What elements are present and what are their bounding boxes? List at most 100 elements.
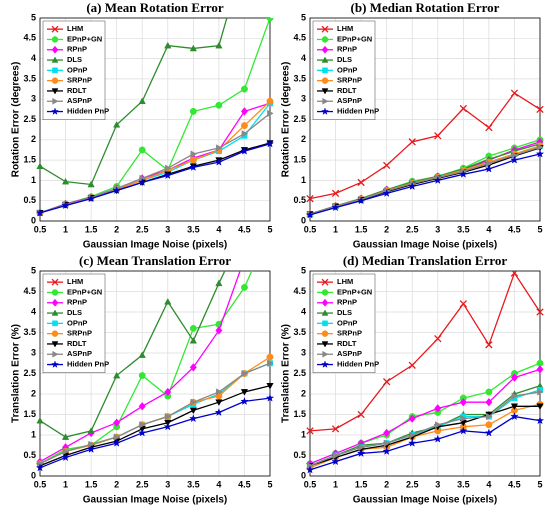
series-line: [309, 405, 540, 467]
y-tick-label: 4: [301, 306, 306, 316]
data-point: [190, 398, 198, 406]
legend-marker: [52, 67, 58, 74]
data-point: [240, 85, 248, 93]
data-point: [164, 164, 172, 172]
x-tick-label: 3.5: [187, 479, 200, 489]
x-axis-label: Gaussian Image Noise (pixels): [353, 495, 498, 506]
legend-label: ASPnP: [337, 96, 362, 105]
y-tick-label: 2.5: [23, 114, 36, 124]
data-point: [510, 155, 519, 164]
data-point: [306, 427, 314, 435]
y-tick-label: 5: [31, 12, 36, 22]
data-point: [305, 465, 315, 474]
y-tick-label: 4.5: [293, 286, 306, 296]
y-axis-label: Translation Error (%): [281, 324, 292, 423]
legend-label: OPnP: [67, 318, 87, 327]
data-point: [35, 463, 45, 472]
x-axis-label: Gaussian Image Noise (pixels): [353, 240, 498, 251]
y-tick-label: 1.5: [23, 409, 36, 419]
x-tick-label: 1.5: [85, 479, 98, 489]
axes-frame: [39, 270, 271, 477]
legend-marker: [52, 350, 59, 358]
data-point: [138, 146, 146, 154]
data-point: [137, 177, 147, 187]
data-point: [383, 378, 391, 386]
data-point: [408, 361, 416, 369]
legend-marker: [51, 278, 59, 286]
data-point: [357, 410, 365, 419]
y-tick-label: 0: [301, 470, 306, 480]
y-tick-label: 4: [301, 53, 306, 63]
legend-marker: [321, 278, 329, 286]
data-point: [267, 109, 274, 118]
data-point: [87, 180, 95, 188]
data-point: [240, 122, 248, 129]
series-line: [309, 92, 541, 200]
data-point: [407, 438, 417, 447]
data-point: [485, 397, 493, 407]
series-line: [39, 362, 271, 465]
data-point: [510, 403, 519, 411]
data-point: [61, 433, 70, 440]
series-line: [39, 271, 241, 463]
x-tick-label: 4.5: [508, 479, 521, 489]
data-point: [240, 284, 248, 291]
data-point: [536, 359, 544, 367]
data-point: [265, 393, 275, 402]
x-tick-label: 1: [63, 224, 68, 234]
data-point: [61, 453, 70, 462]
series-group: [305, 271, 545, 474]
legend-label: DLS: [67, 55, 82, 64]
data-point: [189, 156, 197, 164]
data-point: [510, 407, 518, 414]
data-point: [189, 336, 197, 344]
data-point: [216, 388, 223, 396]
legend-label: LHM: [67, 24, 83, 33]
legend-label: EPnP+GN: [67, 34, 102, 43]
legend-label: ASPnP: [67, 96, 92, 105]
x-tick-label: 5: [267, 479, 272, 489]
x-tick-label: 3.5: [457, 479, 470, 489]
y-tick-label: 4.5: [293, 33, 306, 43]
data-point: [331, 457, 340, 466]
data-point: [306, 195, 314, 203]
data-point: [189, 108, 197, 115]
y-tick-label: 0: [31, 470, 36, 480]
data-point: [266, 18, 274, 22]
legend-marker: [51, 56, 59, 63]
legend-label: RDLT: [337, 339, 357, 348]
y-tick-label: 2: [301, 388, 306, 398]
data-point: [240, 107, 248, 116]
x-axis-label: Gaussian Image Noise (pixels): [83, 495, 228, 506]
data-point: [240, 396, 249, 405]
legend-marker: [50, 107, 60, 115]
series-line: [39, 18, 228, 186]
data-point: [163, 422, 173, 431]
x-tick-label: 2: [384, 224, 389, 234]
data-point: [434, 404, 442, 413]
series-line: [309, 391, 541, 467]
data-point: [189, 407, 197, 415]
legend-label: RPnP: [337, 298, 357, 307]
x-tick-label: 0.5: [34, 479, 47, 489]
data-point: [357, 178, 365, 187]
x-tick-label: 1.5: [355, 479, 368, 489]
axes-frame: [39, 17, 271, 222]
data-point: [267, 359, 274, 367]
legend-marker: [51, 341, 59, 348]
legend-marker: [51, 88, 59, 95]
data-point: [240, 389, 249, 396]
data-point: [164, 387, 172, 397]
data-point: [137, 428, 147, 437]
x-tick-label: 4: [216, 479, 221, 489]
data-point: [459, 300, 467, 308]
data-point: [433, 175, 443, 185]
legend-label: Hidden PnP: [67, 360, 109, 369]
data-point: [459, 104, 467, 113]
data-point: [484, 428, 494, 437]
panel-title: (b) Median Rotation Error: [351, 0, 500, 15]
data-point: [189, 44, 197, 52]
series-group: [305, 89, 545, 219]
data-point: [485, 123, 493, 132]
legend-label: RDLT: [337, 86, 357, 95]
